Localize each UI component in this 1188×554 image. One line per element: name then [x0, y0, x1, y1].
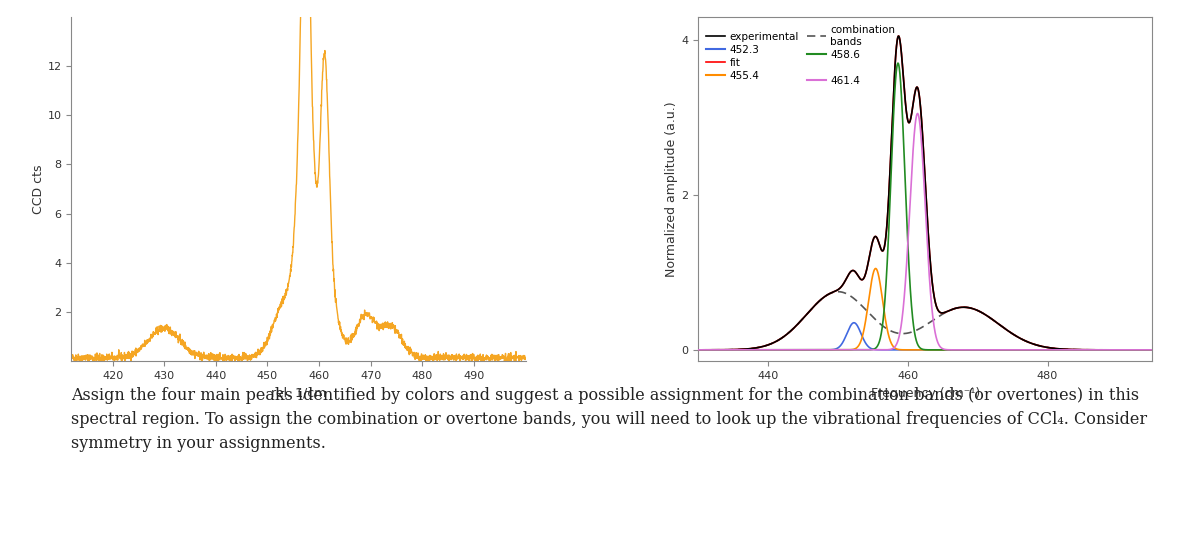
- Y-axis label: Normalized amplitude (a.u.): Normalized amplitude (a.u.): [665, 101, 678, 277]
- X-axis label: Frequency (cm⁻¹): Frequency (cm⁻¹): [871, 387, 980, 400]
- Text: Assign the four main peaks identified by colors and suggest a possible assignmen: Assign the four main peaks identified by…: [71, 387, 1148, 452]
- X-axis label: rel. 1/cm: rel. 1/cm: [271, 387, 326, 400]
- Y-axis label: CCD cts: CCD cts: [32, 165, 45, 214]
- Legend: experimental, 452.3, fit, 455.4, combination
bands, 458.6, , 461.4: experimental, 452.3, fit, 455.4, combina…: [703, 22, 898, 89]
